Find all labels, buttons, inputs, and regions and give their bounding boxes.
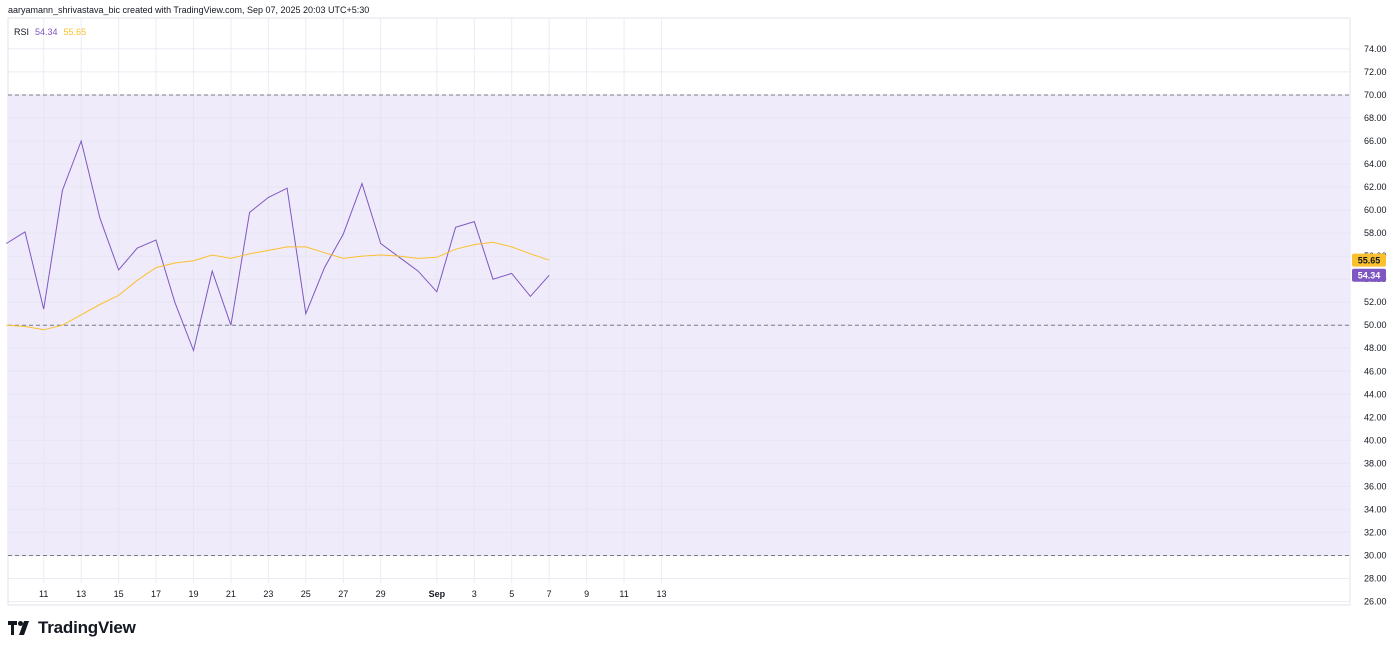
x-tick-label: 11 [619,589,628,599]
rsi-chart[interactable]: 26.00 28.00 30.00 32.00 34.00 36.00 38.00 40.00… [0,0,1400,610]
y-tick-label: 42.00 [1364,412,1387,422]
y-tick-label: 66.00 [1364,136,1387,146]
x-tick-label: 13 [656,589,666,599]
chart-attribution: aaryamann_shrivastava_bic created with T… [8,5,370,15]
y-tick-label: 28.00 [1364,573,1387,583]
y-tick-label: 36.00 [1364,481,1387,491]
x-tick-label: 27 [338,589,348,599]
x-tick-label: 17 [151,589,161,599]
y-tick-label: 52.00 [1364,297,1387,307]
x-tick-label: 13 [76,589,86,599]
y-tick-label: 38.00 [1364,458,1387,468]
x-tick-label: Sep [429,589,446,599]
y-tick-label: 72.00 [1364,67,1387,77]
x-tick-label: 19 [188,589,198,599]
x-tick-label: 7 [547,589,552,599]
legend-rsi-value: 54.34 [35,27,58,37]
tradingview-brand[interactable]: TradingView [8,618,136,638]
y-tick-label: 40.00 [1364,435,1387,445]
x-tick-label: 3 [472,589,477,599]
y-tick-label: 62.00 [1364,182,1387,192]
y-tick-label: 64.00 [1364,159,1387,169]
y-tick-label: 50.00 [1364,320,1387,330]
rsi-ma-line [6,241,550,331]
rsi-last-value-tag-label: 54.34 [1358,270,1381,280]
y-tick-label: 60.00 [1364,205,1387,215]
tradingview-logo-icon [8,621,29,635]
ma-last-value-tag-bg [1352,253,1386,267]
y-tick-label: 44.00 [1364,389,1387,399]
rsi-chart-svg[interactable]: 26.00 28.00 30.00 32.00 34.00 36.00 38.00 40.00… [0,0,1400,610]
y-tick-label: 30.00 [1364,550,1387,560]
y-tick-label: 26.00 [1364,597,1387,607]
x-tick-label: 23 [263,589,273,599]
y-tick-label: 48.00 [1364,343,1387,353]
x-tick-label: 21 [226,589,236,599]
x-tick-label: 15 [114,589,124,599]
x-tick-label: 25 [301,589,311,599]
x-tick-label: 5 [509,589,514,599]
y-tick-label: 74.00 [1364,44,1387,54]
legend-indicator-name[interactable]: RSI [14,27,30,37]
indicator-legend[interactable]: RSI 54.34 55.65 [14,27,86,37]
legend-ma-value: 55.65 [63,27,87,37]
rsi-last-value-tag-bg [1352,268,1386,282]
y-tick-label: 34.00 [1364,504,1387,514]
y-tick-label: 46.00 [1364,366,1387,376]
x-tick-label: 9 [584,589,589,599]
y-tick-label: 58.00 [1364,228,1387,238]
x-tick-label: 11 [39,589,48,599]
x-tick-label: 29 [376,589,386,599]
ma-last-value-tag-label: 55.65 [1358,255,1381,265]
y-tick-label: 70.00 [1364,90,1387,100]
rsi-line [6,139,550,353]
y-tick-label: 32.00 [1364,527,1387,537]
brand-name: TradingView [38,618,136,637]
y-tick-label: 68.00 [1364,113,1387,123]
